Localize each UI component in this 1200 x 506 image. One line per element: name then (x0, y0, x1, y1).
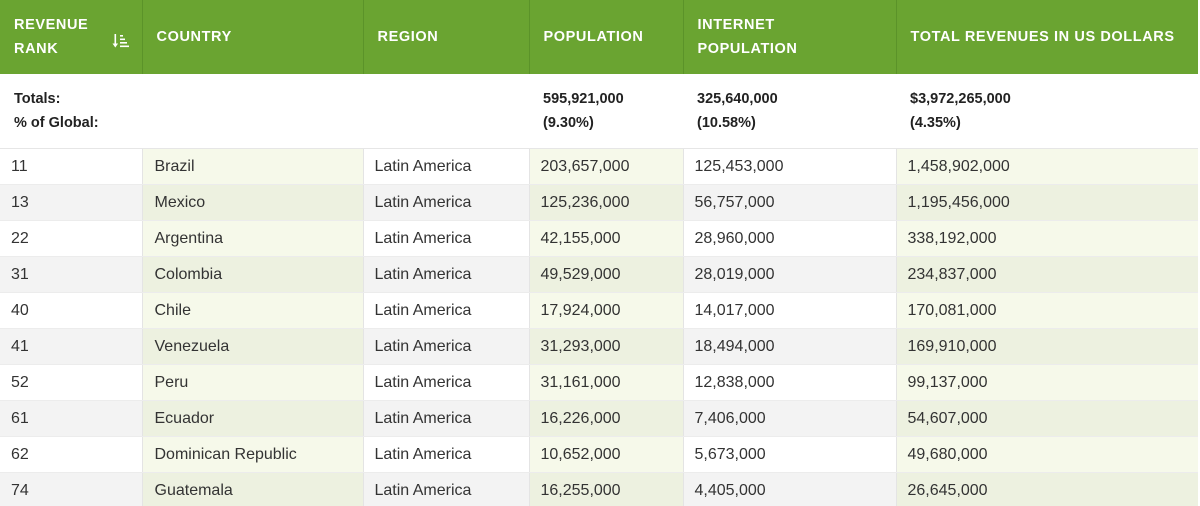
table-row: 11 Brazil Latin America 203,657,000 125,453,… (0, 148, 1198, 185)
totals-label-cell: Totals: % of Global: (0, 74, 529, 149)
totals-population: 595,921,000 (543, 91, 624, 107)
column-header-label: INTERNET (697, 17, 775, 33)
totals-internet-cell: 325,640,000 (10.58%) (683, 74, 896, 149)
table-row: 52 Peru Latin America 31,161,000 12,838,000 9… (0, 364, 1198, 401)
rank-cell: 41 (0, 328, 143, 365)
revenue-cell: 169,910,000 (896, 328, 1198, 365)
region-cell: Latin America (363, 328, 530, 365)
internet-population-cell: 7,406,000 (683, 400, 897, 437)
table-row: 22 Argentina Latin America 42,155,000 28,960… (0, 220, 1198, 257)
revenue-cell: 26,645,000 (896, 472, 1198, 506)
rank-cell: 61 (0, 400, 143, 437)
country-cell: Mexico (142, 184, 364, 221)
revenue-cell: 99,137,000 (896, 364, 1198, 401)
revenue-cell: 170,081,000 (896, 292, 1198, 329)
totals-revenue-cell: $3,972,265,000 (4.35%) (896, 74, 1198, 149)
internet-population-cell: 14,017,000 (683, 292, 897, 329)
internet-population-cell: 125,453,000 (683, 148, 897, 185)
percent-of-global-label: % of Global: (14, 115, 99, 131)
population-cell: 49,529,000 (529, 256, 684, 293)
column-header-label: RANK (14, 41, 59, 57)
revenue-cell: 49,680,000 (896, 436, 1198, 473)
internet-population-cell: 18,494,000 (683, 328, 897, 365)
internet-population-cell: 56,757,000 (683, 184, 897, 221)
population-cell: 17,924,000 (529, 292, 684, 329)
region-cell: Latin America (363, 256, 530, 293)
revenue-cell: 234,837,000 (896, 256, 1198, 293)
country-cell: Colombia (142, 256, 364, 293)
internet-population-cell: 28,019,000 (683, 256, 897, 293)
population-cell: 31,161,000 (529, 364, 684, 401)
country-cell: Guatemala (142, 472, 364, 506)
country-cell: Venezuela (142, 328, 364, 365)
table-row: 31 Colombia Latin America 49,529,000 28,019,… (0, 256, 1198, 293)
rank-cell: 11 (0, 148, 143, 185)
country-cell: Ecuador (142, 400, 364, 437)
rank-cell: 22 (0, 220, 143, 257)
table-body: 11 Brazil Latin America 203,657,000 125,453,… (0, 148, 1198, 506)
table-row: 13 Mexico Latin America 125,236,000 56,757,0… (0, 184, 1198, 221)
population-cell: 42,155,000 (529, 220, 684, 257)
table-header: REVENUE RANK COUN (0, 0, 1198, 74)
country-cell: Brazil (142, 148, 364, 185)
region-cell: Latin America (363, 436, 530, 473)
table-row: 74 Guatemala Latin America 16,255,000 4,405,… (0, 472, 1198, 506)
revenue-cell: 1,195,456,000 (896, 184, 1198, 221)
region-cell: Latin America (363, 292, 530, 329)
totals-row: Totals: % of Global: 595,921,000 (9.30%)… (0, 74, 1198, 149)
totals-internet: 325,640,000 (697, 91, 778, 107)
internet-population-cell: 5,673,000 (683, 436, 897, 473)
table-row: 40 Chile Latin America 17,924,000 14,017,000… (0, 292, 1198, 329)
column-header-population[interactable]: POPULATION (529, 0, 684, 74)
table-row: 41 Venezuela Latin America 31,293,000 18,494… (0, 328, 1198, 365)
totals-population-cell: 595,921,000 (9.30%) (529, 74, 683, 149)
region-cell: Latin America (363, 184, 530, 221)
region-cell: Latin America (363, 220, 530, 257)
column-header-label: REVENUE (14, 17, 89, 33)
region-cell: Latin America (363, 400, 530, 437)
revenue-cell: 54,607,000 (896, 400, 1198, 437)
rank-cell: 13 (0, 184, 143, 221)
totals-population-pct: (9.30%) (543, 115, 594, 131)
sort-descending-icon[interactable] (112, 32, 130, 50)
region-cell: Latin America (363, 148, 530, 185)
column-header-internet-population[interactable]: INTERNET POPULATION (683, 0, 897, 74)
country-cell: Dominican Republic (142, 436, 364, 473)
population-cell: 16,255,000 (529, 472, 684, 506)
region-cell: Latin America (363, 364, 530, 401)
region-cell: Latin America (363, 472, 530, 506)
totals-revenue: $3,972,265,000 (910, 91, 1011, 107)
column-header-region[interactable]: REGION (363, 0, 530, 74)
internet-population-cell: 4,405,000 (683, 472, 897, 506)
rank-cell: 52 (0, 364, 143, 401)
column-header-total-revenues[interactable]: TOTAL REVENUES IN US DOLLARS (896, 0, 1198, 74)
population-cell: 10,652,000 (529, 436, 684, 473)
internet-population-cell: 12,838,000 (683, 364, 897, 401)
totals-label: Totals: (14, 91, 61, 107)
population-cell: 125,236,000 (529, 184, 684, 221)
rank-cell: 40 (0, 292, 143, 329)
rank-cell: 31 (0, 256, 143, 293)
totals-section: Totals: % of Global: 595,921,000 (9.30%)… (0, 74, 1198, 149)
rank-cell: 74 (0, 472, 143, 506)
table-row: 62 Dominican Republic Latin America 10,652,… (0, 436, 1198, 473)
country-cell: Chile (142, 292, 364, 329)
country-cell: Peru (142, 364, 364, 401)
totals-revenue-pct: (4.35%) (910, 115, 961, 131)
rank-cell: 62 (0, 436, 143, 473)
column-header-label: POPULATION (697, 41, 798, 57)
column-header-country[interactable]: COUNTRY (142, 0, 364, 74)
table-row: 61 Ecuador Latin America 16,226,000 7,406,00… (0, 400, 1198, 437)
column-header-revenue-rank[interactable]: REVENUE RANK (0, 0, 143, 74)
country-cell: Argentina (142, 220, 364, 257)
population-cell: 16,226,000 (529, 400, 684, 437)
totals-internet-pct: (10.58%) (697, 115, 756, 131)
revenue-cell: 338,192,000 (896, 220, 1198, 257)
population-cell: 31,293,000 (529, 328, 684, 365)
revenue-cell: 1,458,902,000 (896, 148, 1198, 185)
internet-population-cell: 28,960,000 (683, 220, 897, 257)
population-cell: 203,657,000 (529, 148, 684, 185)
